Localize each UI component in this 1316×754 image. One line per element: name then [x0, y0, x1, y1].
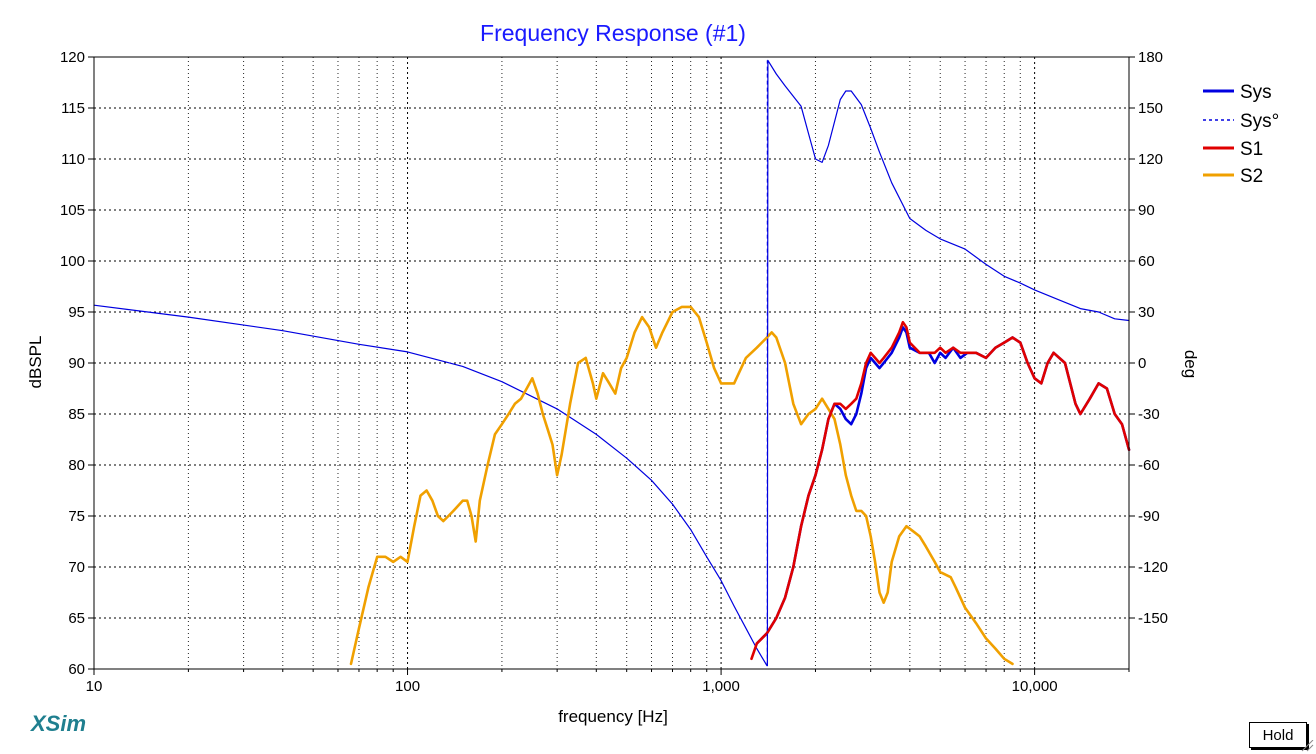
y-tick-label: 60: [68, 661, 85, 678]
x-tick-label: 1,000: [702, 678, 740, 695]
y-tick-label: 105: [60, 202, 85, 219]
y-tick-label: 65: [68, 610, 85, 627]
y-tick-label: 115: [61, 100, 85, 117]
y-tick-label: 110: [61, 151, 85, 168]
y2-tick-label: 90: [1138, 202, 1155, 219]
y2-tick-label: -120: [1138, 559, 1168, 576]
y2-tick-label: -30: [1138, 406, 1160, 423]
y2-tick-label: -150: [1138, 610, 1168, 627]
y2-tick-label: 30: [1138, 304, 1155, 321]
x-tick-label: 10,000: [1012, 678, 1058, 695]
legend: Sys Sys° S1 S2: [1203, 82, 1279, 187]
x-tick-label: 10: [86, 678, 103, 695]
x-tick-label: 100: [395, 678, 420, 695]
y-tick-label: 75: [68, 508, 85, 525]
legend-label-s1: S1: [1240, 139, 1263, 160]
legend-label-s2: S2: [1240, 166, 1263, 187]
ticks: 6065707580859095100105110115120-150-120-…: [60, 49, 1168, 695]
hold-button[interactable]: Hold: [1249, 722, 1307, 748]
xsim-logo: XSim: [29, 711, 86, 736]
legend-label-sys-phase: Sys°: [1240, 111, 1279, 132]
y2-tick-label: -90: [1138, 508, 1160, 525]
series: [93, 59, 1131, 667]
series-line-s1: [750, 320, 1131, 661]
y2-tick-label: 60: [1138, 253, 1155, 270]
y-tick-label: 80: [68, 457, 85, 474]
series-line-sys-phase: [93, 59, 1130, 667]
y-tick-label: 95: [68, 304, 85, 321]
series-line-s2: [349, 305, 1014, 666]
y2-tick-label: 180: [1138, 49, 1163, 66]
y2-tick-label: 120: [1138, 151, 1163, 168]
y2-axis-title: deg: [1181, 350, 1200, 378]
chart-title: Frequency Response (#1): [480, 20, 746, 46]
y2-tick-label: -60: [1138, 457, 1160, 474]
grid: [93, 57, 1130, 669]
legend-label-sys: Sys: [1240, 82, 1272, 103]
x-axis-title: frequency [Hz]: [558, 707, 668, 726]
y-tick-label: 90: [68, 355, 85, 372]
resize-grip-icon[interactable]: [1300, 740, 1314, 752]
y2-tick-label: 150: [1138, 100, 1163, 117]
y-tick-label: 70: [68, 559, 85, 576]
plot-frame: [93, 56, 1130, 670]
y-tick-label: 100: [60, 253, 85, 270]
y2-tick-label: 0: [1138, 355, 1146, 372]
y-tick-label: 85: [68, 406, 85, 423]
y-tick-label: 120: [60, 49, 85, 66]
y-axis-title: dBSPL: [26, 336, 45, 389]
